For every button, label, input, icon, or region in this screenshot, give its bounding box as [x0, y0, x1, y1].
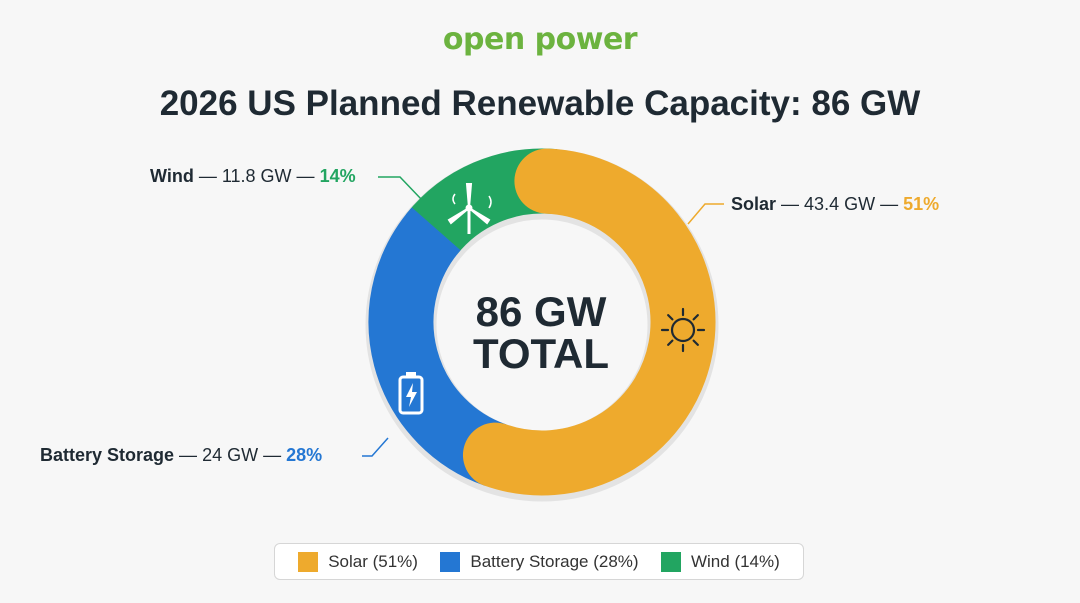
wind-swatch	[660, 551, 681, 572]
sun-ray	[692, 314, 699, 321]
sun-ray	[692, 339, 699, 346]
solar-label-percent: 51%	[903, 194, 940, 214]
separator: —	[291, 166, 320, 186]
solar-label: Solar — 43.4 GW — 51%	[731, 194, 939, 215]
separator: —	[875, 194, 904, 214]
sun-ray	[667, 314, 674, 321]
legend-item-wind: Wind (14%)	[660, 551, 780, 572]
legend-item-battery: Battery Storage (28%)	[440, 551, 639, 572]
battery-swatch	[440, 551, 461, 572]
legend: Solar (51%) Battery Storage (28%) Wind (…	[274, 543, 804, 580]
solar-label-value: 43.4 GW	[804, 194, 876, 214]
separator: —	[776, 194, 805, 214]
separator: —	[193, 166, 222, 186]
battery-leader-line	[362, 437, 389, 457]
chart-title: 2026 US Planned Renewable Capacity: 86 G…	[159, 84, 921, 123]
wind-turbine-icon	[447, 183, 492, 234]
legend-label: Solar (51%)	[328, 551, 418, 571]
wind-label-name: Wind	[150, 166, 194, 186]
legend-item-solar: Solar (51%)	[298, 551, 418, 572]
wind-leader-line	[378, 176, 423, 201]
wind-label: Wind — 11.8 GW — 14%	[150, 166, 356, 187]
separator: —	[174, 445, 203, 465]
center-total-value: 86 GW	[476, 288, 607, 335]
open-power-logo: open power	[442, 22, 638, 57]
solar-label-name: Solar	[731, 194, 777, 214]
center-total-label: TOTAL	[473, 330, 609, 377]
legend-label: Wind (14%)	[690, 551, 780, 571]
solar-leader-line	[687, 203, 724, 225]
donut-segment-solar	[462, 148, 716, 496]
wind-label-value: 11.8 GW	[221, 166, 292, 186]
battery-label: Battery Storage — 24 GW — 28%	[40, 445, 322, 466]
solar-swatch	[298, 551, 319, 572]
battery-label-value: 24 GW	[202, 445, 259, 465]
battery-label-percent: 28%	[286, 445, 323, 465]
battery-label-name: Battery Storage	[40, 445, 175, 465]
wind-label-percent: 14%	[319, 166, 356, 186]
sun-icon	[660, 307, 706, 353]
donut-segment-battery-storage	[368, 207, 508, 486]
separator: —	[258, 445, 287, 465]
sun-ray	[667, 339, 674, 346]
battery-icon	[398, 372, 424, 415]
legend-label: Battery Storage (28%)	[470, 551, 639, 571]
